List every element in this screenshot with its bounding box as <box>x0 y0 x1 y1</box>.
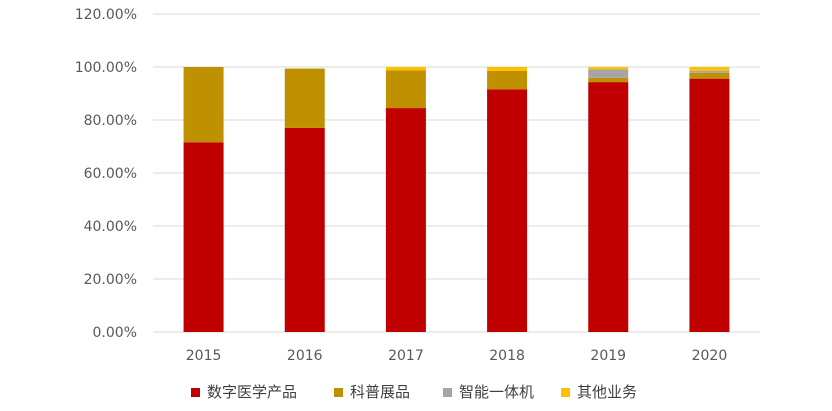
x-axis-category-labels: 2015 2016 2017 2018 2019 2020 <box>186 348 727 364</box>
y-tick-label: 20.00% <box>84 272 137 288</box>
bars <box>183 67 730 332</box>
legend-label: 其他业务 <box>577 383 637 401</box>
bar-segment <box>689 72 730 79</box>
x-category-label: 2015 <box>186 348 222 364</box>
bar-segment <box>284 68 325 128</box>
bar-segment <box>385 108 426 332</box>
y-tick-label: 60.00% <box>84 166 137 182</box>
bar-segment <box>284 127 325 332</box>
legend-swatch <box>334 388 343 397</box>
x-category-label: 2018 <box>489 348 525 364</box>
bar-segment <box>689 70 730 73</box>
gridlines <box>153 13 760 333</box>
bar-segment <box>588 77 629 83</box>
bar-segment <box>385 67 426 71</box>
y-tick-label: 80.00% <box>84 113 137 129</box>
bar-segment <box>487 67 528 71</box>
bar-segment <box>183 67 224 143</box>
y-tick-label: 0.00% <box>93 325 137 341</box>
bar-segment <box>183 142 224 332</box>
bar-segment <box>487 89 528 332</box>
bar-segment <box>588 67 629 70</box>
y-tick-label: 40.00% <box>84 219 137 235</box>
legend-label: 科普展品 <box>350 383 410 401</box>
x-category-label: 2020 <box>692 348 728 364</box>
legend-label: 智能一体机 <box>459 383 534 401</box>
x-category-label: 2016 <box>287 348 323 364</box>
x-category-label: 2019 <box>590 348 626 364</box>
legend-swatch <box>443 388 452 397</box>
bar-segment <box>689 67 730 71</box>
legend-label: 数字医学产品 <box>207 383 297 401</box>
legend-swatch <box>191 388 200 397</box>
bar-segment <box>689 78 730 332</box>
bar-segment <box>588 82 629 332</box>
bar-segment <box>487 70 528 90</box>
legend-swatch <box>561 388 570 397</box>
y-tick-label: 100.00% <box>75 60 137 76</box>
x-category-label: 2017 <box>388 348 424 364</box>
bar-segment <box>385 70 426 109</box>
y-axis-tick-labels: 0.00% 20.00% 40.00% 60.00% 80.00% 100.00% 120.… <box>75 7 137 341</box>
bar-segment <box>588 69 629 78</box>
legend: 数字医学产品 科普展品 智能一体机 其他业务 <box>191 383 637 401</box>
y-tick-label: 120.00% <box>75 7 137 23</box>
